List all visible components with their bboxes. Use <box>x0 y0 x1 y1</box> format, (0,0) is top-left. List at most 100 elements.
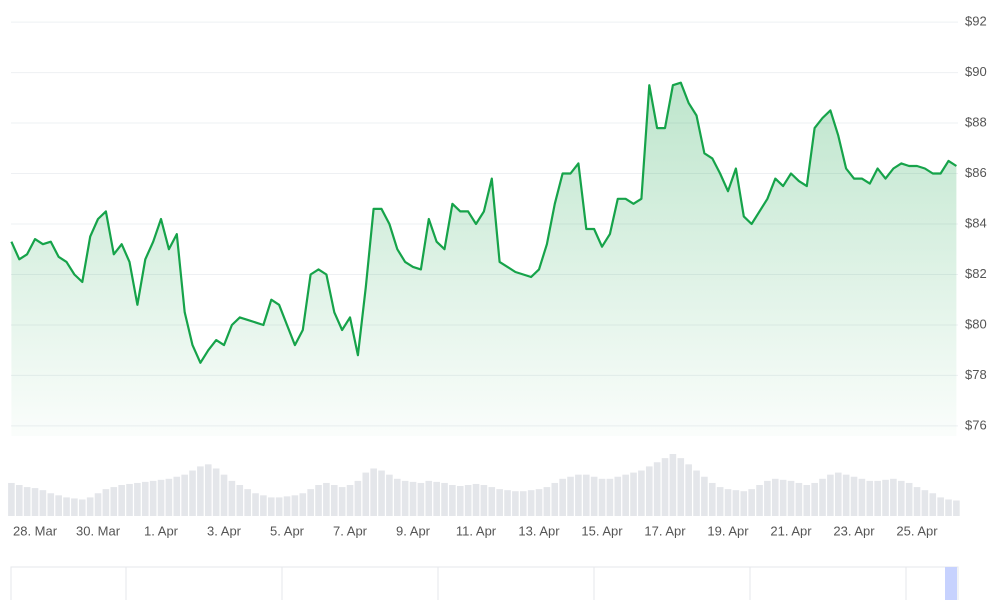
volume-bar <box>551 482 559 516</box>
volume-bar <box>417 482 425 516</box>
volume-bar <box>39 490 47 516</box>
volume-bar <box>338 487 346 516</box>
volume-bar <box>212 468 220 516</box>
volume-bar <box>827 474 834 516</box>
volume-bar <box>614 476 622 516</box>
volume-bar <box>220 474 228 516</box>
volume-bar <box>165 478 173 516</box>
x-tick-label: 11. Apr <box>456 523 497 538</box>
x-tick-label: 3. Apr <box>207 523 242 538</box>
volume-bar <box>330 485 338 516</box>
volume-bar <box>834 472 842 516</box>
volume-bar <box>937 497 944 516</box>
y-tick-label: $92 <box>965 14 987 29</box>
volume-bar <box>15 485 23 516</box>
volume-bar <box>236 485 244 516</box>
y-tick-label: $80 <box>965 316 987 331</box>
volume-bar <box>141 481 149 516</box>
volume-bar <box>905 482 913 516</box>
volume-bar <box>244 489 251 516</box>
volume-bar <box>590 476 598 516</box>
volume-bar <box>874 480 881 516</box>
volume-bar <box>866 480 874 516</box>
volume-bar <box>433 481 440 516</box>
volume-bar <box>850 476 858 516</box>
volume-bar <box>488 487 496 516</box>
volume-bar <box>653 462 661 516</box>
volume-bar <box>819 478 826 516</box>
volume-bar <box>913 487 921 516</box>
x-tick-label: 13. Apr <box>518 523 560 538</box>
volume-bar <box>677 458 685 516</box>
volume-bar <box>401 480 409 516</box>
volume-bar <box>291 495 299 516</box>
volume-bar <box>795 482 803 516</box>
volume-bar <box>716 487 724 516</box>
volume-bar <box>94 493 102 516</box>
volume-bar <box>204 464 212 516</box>
volume-bar <box>55 495 62 516</box>
volume-bar <box>882 479 889 516</box>
volume-bar <box>110 487 118 516</box>
volume-bar <box>47 493 55 516</box>
navigator-handle[interactable] <box>945 567 957 600</box>
volume-bar <box>638 470 645 516</box>
volume-bar <box>78 499 86 516</box>
volume-bar <box>724 489 732 516</box>
volume-bar <box>189 470 196 516</box>
volume-bar <box>953 500 960 516</box>
volume-bar <box>606 478 614 516</box>
volume-bar <box>197 466 204 516</box>
volume-bar <box>126 483 133 516</box>
volume-bar <box>811 482 818 516</box>
volume-bar <box>449 485 456 516</box>
volume-bar <box>661 458 669 516</box>
volume-bar <box>803 485 811 516</box>
volume-bar <box>756 485 763 516</box>
x-tick-label: 25. Apr <box>896 523 938 538</box>
y-tick-label: $82 <box>965 266 987 281</box>
volume-bar <box>86 497 94 516</box>
volume-bar <box>456 486 464 516</box>
volume-bar <box>260 495 267 516</box>
x-tick-label: 23. Apr <box>833 523 875 538</box>
volume-bar <box>535 489 543 516</box>
volume-bar <box>582 474 590 516</box>
volume-bar <box>23 487 31 516</box>
y-tick-label: $84 <box>965 215 987 230</box>
volume-bar <box>945 499 952 516</box>
volume-bar <box>118 485 125 516</box>
volume-bar <box>346 485 354 516</box>
volume-bar <box>228 480 236 516</box>
volume-bar <box>543 487 551 516</box>
volume-bar <box>464 485 472 516</box>
volume-bar <box>102 489 110 516</box>
volume-bar <box>275 497 283 516</box>
volume-bar <box>472 483 480 516</box>
volume-bar <box>527 490 535 516</box>
volume-bar <box>283 496 291 516</box>
volume-bar <box>425 480 433 516</box>
volume-bar <box>299 493 307 516</box>
volume-bar <box>685 464 692 516</box>
volume-bar <box>622 474 629 516</box>
volume-bar <box>771 478 779 516</box>
volume-bar <box>181 474 188 516</box>
volume-bar <box>31 488 39 516</box>
volume-bar <box>645 466 653 516</box>
y-tick-label: $76 <box>965 417 987 432</box>
navigator[interactable] <box>10 566 959 600</box>
volume-bar <box>173 476 181 516</box>
volume-bar <box>764 480 771 516</box>
volume-bar <box>787 480 795 516</box>
volume-bar <box>897 480 905 516</box>
volume-bar <box>267 497 275 516</box>
volume-bar <box>669 454 677 516</box>
volume-bar <box>858 478 866 516</box>
y-tick-label: $78 <box>965 367 987 382</box>
y-tick-label: $90 <box>965 64 987 79</box>
volume-bar <box>732 490 740 516</box>
y-tick-label: $88 <box>965 114 987 129</box>
volume-bar <box>386 474 393 516</box>
volume-bar <box>393 478 401 516</box>
